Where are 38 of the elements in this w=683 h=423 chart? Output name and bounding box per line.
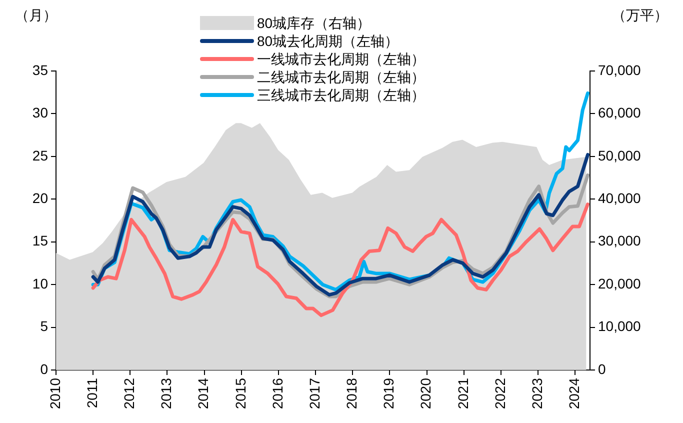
x-tick-label: 2024 bbox=[566, 378, 582, 410]
legend-label: 一线城市去化周期（左轴） bbox=[257, 50, 425, 68]
legend-label: 二线城市去化周期（左轴） bbox=[257, 68, 425, 86]
x-tick-label: 2015 bbox=[232, 378, 248, 410]
y-tick-label: 35 bbox=[32, 62, 48, 78]
y2-tick-label: 0 bbox=[598, 360, 606, 377]
y2-tick-label: 50,000 bbox=[598, 147, 642, 164]
x-tick-label: 2020 bbox=[418, 378, 434, 410]
y-tick-label: 10 bbox=[32, 275, 48, 292]
y2-tick-label: 30,000 bbox=[598, 232, 642, 249]
y-tick-label: 25 bbox=[32, 147, 48, 164]
y-tick-label: 30 bbox=[32, 104, 48, 121]
y2-tick-label: 20,000 bbox=[598, 275, 642, 292]
y2-tick-label: 10,000 bbox=[598, 318, 642, 334]
x-tick-label: 2010 bbox=[46, 378, 63, 410]
x-tick-label: 2019 bbox=[380, 378, 397, 410]
x-tick-label: 2016 bbox=[269, 378, 286, 410]
x-tick-label: 2014 bbox=[195, 378, 212, 410]
x-tick-label: 2018 bbox=[344, 378, 360, 410]
x-tick-label: 2021 bbox=[454, 378, 471, 410]
y2-tick-label: 70,000 bbox=[598, 62, 642, 78]
x-tick-label: 2022 bbox=[492, 378, 508, 410]
y-tick-label: 20 bbox=[32, 190, 48, 206]
legend-label: 三线城市去化周期（左轴） bbox=[257, 86, 425, 104]
y-axis-title: （月） bbox=[15, 6, 57, 23]
legend-label: 80城去化周期（左轴） bbox=[257, 32, 399, 50]
y-tick-label: 5 bbox=[40, 318, 48, 334]
y2-tick-label: 60,000 bbox=[598, 104, 642, 121]
x-tick-label: 2013 bbox=[158, 378, 174, 410]
legend-label: 80城库存（右轴） bbox=[257, 14, 371, 32]
x-tick-label: 2011 bbox=[84, 378, 100, 408]
x-tick-label: 2012 bbox=[121, 378, 138, 410]
y-tick-label: 0 bbox=[40, 360, 48, 377]
x-tick-label: 2017 bbox=[306, 378, 322, 410]
y-tick-label: 15 bbox=[32, 232, 48, 249]
x-tick-label: 2023 bbox=[528, 378, 545, 410]
y2-axis-title: （万平） bbox=[612, 6, 668, 23]
y2-tick-label: 40,000 bbox=[598, 190, 642, 206]
